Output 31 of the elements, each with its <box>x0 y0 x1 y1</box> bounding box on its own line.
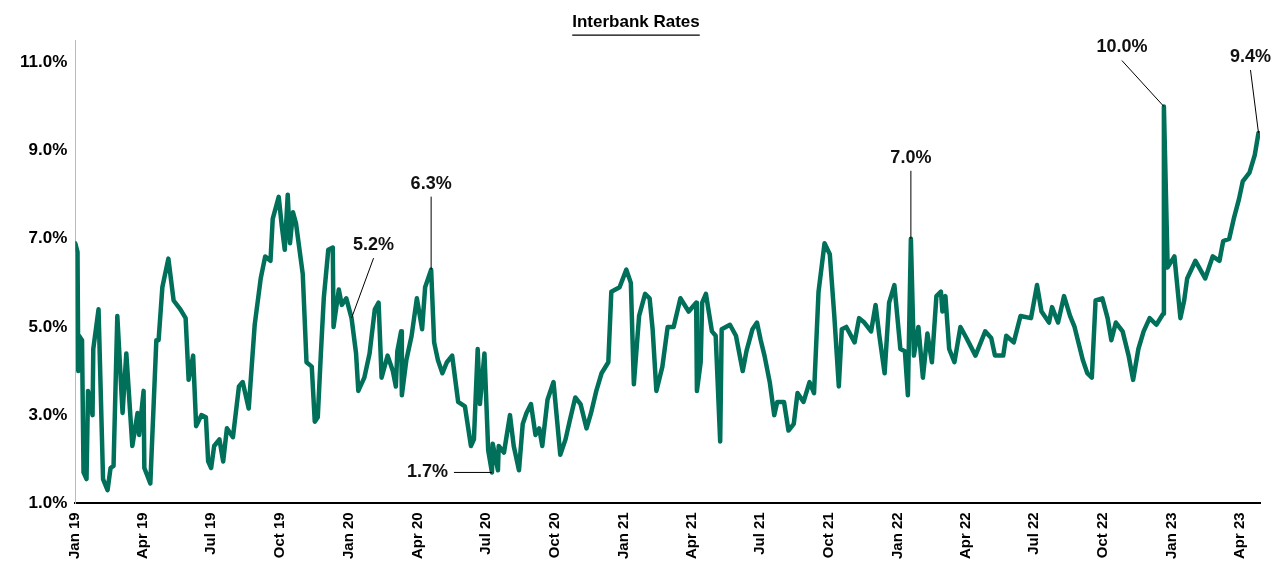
y-tick-label: 3.0% <box>28 404 68 424</box>
annotation: 6.3% <box>410 172 452 193</box>
y-tick-label: 9.0% <box>28 140 68 160</box>
x-tick-label: Oct 22 <box>1093 512 1111 559</box>
x-tick-label: Oct 21 <box>819 512 837 559</box>
x-tick-label: Jul 19 <box>201 512 219 555</box>
x-tick-label: Apr 21 <box>681 512 699 559</box>
x-tick-label: Apr 22 <box>955 512 973 559</box>
x-tick-label: Apr 20 <box>407 512 425 559</box>
x-tick-label: Oct 20 <box>545 512 563 559</box>
y-tick-label: 7.0% <box>28 228 68 248</box>
y-tick-label: 11.0% <box>20 52 68 72</box>
x-tick-label: Apr 19 <box>132 512 150 559</box>
x-tick-label: Jan 19 <box>65 512 83 559</box>
annotation: 5.2% <box>353 234 395 255</box>
x-tick-label: Jul 21 <box>750 512 768 555</box>
x-tick-label: Jan 23 <box>1162 512 1180 559</box>
y-tick-label: 1.0% <box>28 492 68 512</box>
x-tick-label: Jul 20 <box>476 512 494 555</box>
x-tick-label: Apr 23 <box>1229 512 1247 559</box>
x-tick-label: Jul 22 <box>1024 512 1042 555</box>
annotation: 1.7% <box>406 461 448 482</box>
annotation: 10.0% <box>1096 36 1148 57</box>
y-tick-label: 5.0% <box>28 316 68 336</box>
chart-title: Interbank Rates <box>572 11 700 31</box>
x-tick-label: Jan 20 <box>339 512 357 559</box>
annotation: 9.4% <box>1229 45 1272 66</box>
annotation: 7.0% <box>890 146 932 167</box>
x-tick-label: Jan 22 <box>888 512 906 559</box>
x-tick-label: Oct 19 <box>270 512 288 559</box>
x-tick-label: Jan 21 <box>614 512 632 559</box>
